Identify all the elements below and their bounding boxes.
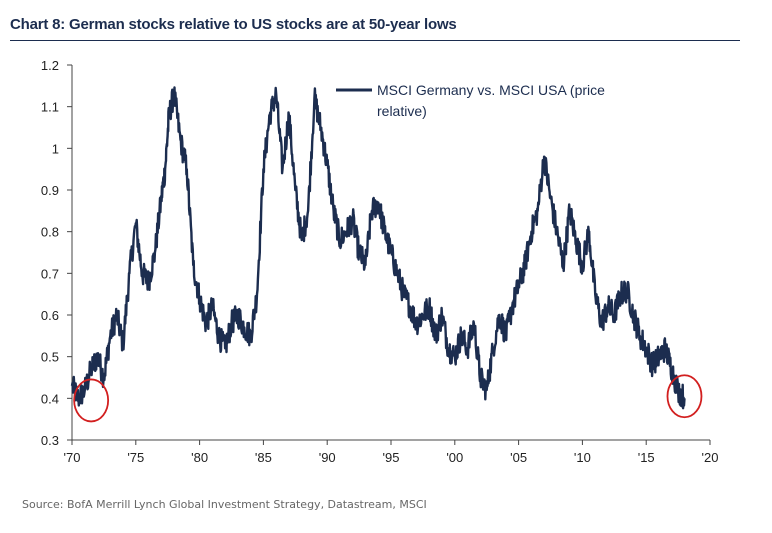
x-tick-label: '20 <box>702 450 719 465</box>
y-tick-label: 0.4 <box>41 391 59 406</box>
legend-label-line2: relative) <box>377 103 427 119</box>
series-layer <box>70 86 686 410</box>
title-rule <box>10 40 740 41</box>
x-tick-label: '70 <box>64 450 81 465</box>
y-tick-label: 0.3 <box>41 433 59 448</box>
source-note: Source: BofA Merrill Lynch Global Invest… <box>22 498 427 511</box>
legend: MSCI Germany vs. MSCI USA (price relativ… <box>336 82 605 119</box>
chart-title: Chart 8: German stocks relative to US st… <box>10 16 457 33</box>
y-tick-label: 1.1 <box>41 100 59 115</box>
y-tick-label: 0.6 <box>41 308 59 323</box>
annotations-layer <box>73 374 703 423</box>
y-tick-label: 0.9 <box>41 183 59 198</box>
x-tick-label: '15 <box>638 450 655 465</box>
axes: 0.3 0.4 0.5 0.6 0.7 0.8 0.9 1 1.1 1.2 '70 '75 '80 '85… <box>41 58 719 465</box>
y-tick-label: 0.7 <box>41 266 59 281</box>
y-tick-label: 0.5 <box>41 350 59 365</box>
x-tick-label: '05 <box>510 450 527 465</box>
x-tick-label: '00 <box>446 450 463 465</box>
y-tick-label: 0.8 <box>41 225 59 240</box>
x-tick-label: '75 <box>127 450 144 465</box>
x-tick-label: '95 <box>383 450 400 465</box>
legend-label-line1: MSCI Germany vs. MSCI USA (price <box>377 82 605 98</box>
x-tick-label: '90 <box>319 450 336 465</box>
y-tick-label: 1 <box>52 141 59 156</box>
y-tick-label: 1.2 <box>41 58 59 73</box>
annotation-circle-end <box>666 374 703 419</box>
annotation-circle-start <box>73 378 110 423</box>
x-tick-label: '80 <box>191 450 208 465</box>
x-tick-label: '85 <box>255 450 272 465</box>
x-tick-label: '10 <box>574 450 591 465</box>
series-line-msci-germany-vs-usa <box>70 86 686 410</box>
